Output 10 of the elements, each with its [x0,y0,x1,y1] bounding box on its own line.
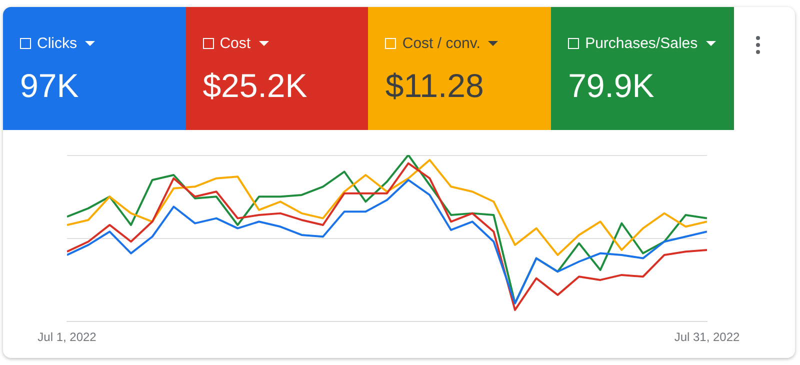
legend-label: Cost [220,35,251,52]
legend-label: Purchases/Sales [585,35,698,52]
text: $25.2K [202,67,308,105]
legend-label: Cost / conv. [402,35,480,52]
text: 97K [20,67,79,105]
text: $11.28 [385,67,484,105]
legend-label: Clicks [37,35,77,52]
x-tick-label: Jul 1, 2022 [38,330,97,344]
x-tick-label: Jul 31, 2022 [674,330,740,344]
text: 79.9K [568,67,654,105]
